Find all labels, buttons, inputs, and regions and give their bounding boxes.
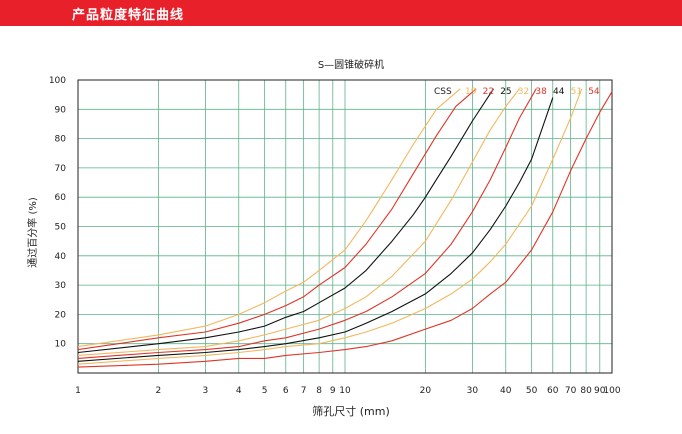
x-tick-label: 2: [156, 386, 162, 396]
x-tick-label: 7: [301, 386, 307, 396]
legend-entry-44: 44: [553, 87, 565, 97]
x-tick-label: 6: [283, 386, 289, 396]
legend: CSS 19 22 25 32 38 44 51 54: [434, 87, 600, 97]
series-line-44: [77, 97, 554, 362]
x-tick-label: 50: [526, 386, 538, 396]
y-tick-label: 80: [55, 135, 67, 145]
page-title: 产品粒度特征曲线: [72, 8, 185, 23]
series-line-38: [77, 88, 537, 359]
legend-entry-25: 25: [500, 87, 511, 97]
tick-labels: 1 2 3 4 5 6 7 8 9 10 20 30 40 50 60 70 80 901001020304050…: [49, 76, 621, 396]
legend-title: CSS: [434, 87, 452, 97]
x-axis-label: 筛孔尺寸 (mm): [312, 404, 390, 418]
legend-entry-22: 22: [483, 87, 494, 97]
x-tick-label: 100: [603, 386, 620, 396]
x-tick-label: 9: [330, 386, 336, 396]
x-tick-label: 5: [262, 386, 268, 396]
x-tick-label: 4: [236, 386, 242, 396]
series-line-22: [77, 88, 477, 351]
legend-entry-32: 32: [518, 87, 529, 97]
x-tick-label: 80: [580, 386, 592, 396]
y-axis-label: 通过百分率 (%): [26, 197, 39, 268]
x-tick-label: 10: [339, 386, 351, 396]
x-tick-label: 60: [547, 386, 559, 396]
y-tick-label: 50: [55, 223, 67, 233]
x-tick-label: 3: [203, 386, 209, 396]
plot-frame: [77, 79, 613, 374]
x-tick-label: 40: [500, 386, 512, 396]
x-tick-label: 20: [420, 386, 432, 396]
series-line-25: [77, 88, 494, 354]
legend-entry-51: 51: [571, 87, 582, 97]
series-line-19: [77, 88, 461, 348]
legend-entry-19: 19: [465, 87, 477, 97]
legend-entry-38: 38: [535, 87, 547, 97]
y-tick-label: 30: [55, 281, 67, 291]
legend-entry-54: 54: [588, 87, 600, 97]
x-tick-label: 30: [467, 386, 479, 396]
x-tick-label: 8: [316, 386, 322, 396]
y-tick-label: 20: [55, 310, 67, 320]
series-line-32: [77, 88, 520, 356]
y-tick-label: 90: [55, 105, 67, 115]
y-tick-label: 10: [55, 340, 67, 350]
x-tick-label: 1: [75, 386, 81, 396]
grid: [77, 79, 613, 373]
series-lines: [77, 88, 613, 368]
x-tick-label: 90: [594, 386, 606, 396]
y-tick-label: 40: [55, 252, 67, 262]
y-tick-label: 100: [49, 76, 66, 86]
x-tick-label: 70: [565, 386, 577, 396]
series-line-54: [77, 91, 613, 368]
y-tick-label: 60: [55, 193, 67, 203]
series-line-51: [77, 88, 583, 365]
header-banner: 产品粒度特征曲线: [0, 0, 682, 26]
chart-title: S—圆锥破碎机: [318, 58, 384, 71]
y-tick-label: 70: [55, 164, 67, 174]
